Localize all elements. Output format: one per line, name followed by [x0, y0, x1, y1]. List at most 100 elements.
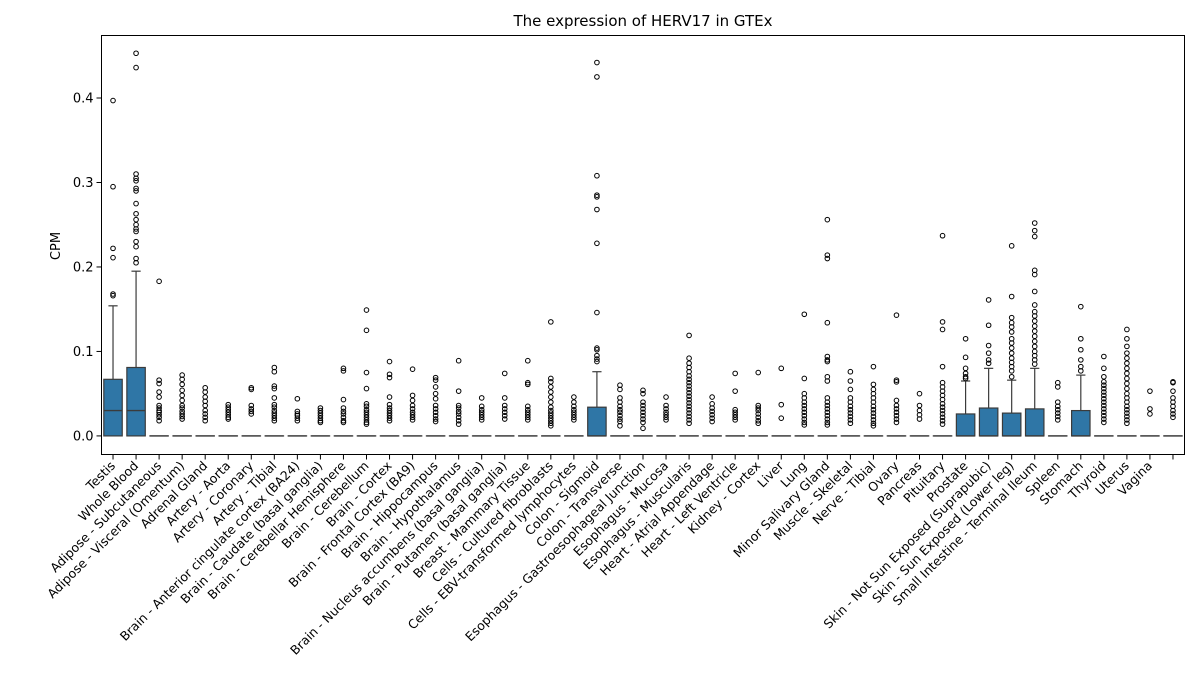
outlier-point	[847, 410, 854, 416]
outlier-point	[1101, 382, 1107, 389]
outlier-point	[640, 402, 646, 409]
outlier-point	[1101, 379, 1107, 385]
box	[1024, 408, 1045, 437]
outlier-point	[962, 373, 969, 380]
outlier-point	[1078, 335, 1084, 342]
outlier-point	[663, 402, 669, 409]
outlier-point	[271, 401, 278, 408]
outlier-point	[594, 346, 600, 353]
outlier-point	[755, 411, 762, 417]
outlier-point	[1054, 406, 1061, 413]
outlier-point	[571, 394, 577, 400]
outlier-point	[432, 412, 439, 419]
outlier-point	[571, 417, 577, 423]
outlier-point	[133, 216, 139, 223]
outlier-point	[686, 413, 692, 420]
outlier-point	[1124, 335, 1130, 342]
outlier-point	[524, 357, 531, 364]
box-group	[241, 384, 262, 437]
outlier-point	[939, 319, 946, 325]
box-group	[541, 319, 561, 437]
outlier-point	[1101, 395, 1107, 402]
box-group	[771, 365, 792, 437]
outlier-point	[156, 278, 162, 285]
box-group	[679, 332, 699, 437]
box-group	[103, 97, 123, 437]
outlier-point	[755, 407, 762, 414]
outlier-point	[524, 381, 531, 388]
outlier-point	[1078, 368, 1084, 374]
outlier-point	[363, 403, 370, 410]
outlier-point	[870, 363, 877, 370]
outlier-point	[1101, 406, 1107, 412]
outlier-point	[824, 255, 831, 262]
box-group	[1117, 326, 1137, 437]
outlier-point	[455, 414, 462, 421]
outlier-point	[1031, 288, 1038, 295]
outlier-point	[133, 210, 139, 217]
outlier-point	[133, 238, 139, 245]
outlier-point	[386, 394, 393, 400]
outlier-point	[893, 402, 900, 409]
outlier-point	[640, 387, 646, 394]
outlier-point	[1031, 338, 1038, 345]
y-tick-label: 0.4	[73, 92, 94, 107]
outlier-point	[1031, 323, 1038, 329]
outlier-point	[271, 404, 278, 410]
outlier-point	[133, 64, 139, 71]
outlier-point	[870, 403, 877, 410]
outlier-point	[870, 410, 877, 416]
outlier-point	[340, 405, 347, 411]
outlier-point	[617, 409, 623, 416]
outlier-point	[1170, 388, 1176, 394]
outlier-point	[1147, 411, 1153, 417]
outlier-point	[686, 332, 692, 339]
box-group	[517, 357, 538, 437]
outlier-point	[133, 177, 139, 184]
outlier-point	[271, 417, 278, 424]
outlier-point	[847, 386, 854, 393]
outlier-point	[548, 389, 554, 395]
outlier-point	[1008, 243, 1015, 249]
outlier-point	[548, 422, 554, 429]
outlier-point	[778, 415, 785, 421]
outlier-point	[524, 417, 531, 423]
outlier-point	[1124, 403, 1130, 410]
outlier-point	[755, 414, 762, 421]
outlier-point	[1124, 343, 1130, 350]
outlier-point	[225, 414, 232, 421]
outlier-point	[340, 408, 347, 415]
outlier-point	[271, 383, 278, 389]
outlier-point	[179, 413, 185, 420]
box-group	[195, 384, 216, 437]
outlier-point	[686, 406, 692, 413]
outlier-point	[686, 379, 692, 386]
outlier-point	[202, 407, 208, 414]
outlier-point	[893, 377, 900, 383]
box-group	[656, 394, 676, 437]
outlier-point	[985, 350, 992, 356]
box-group	[379, 358, 400, 437]
outlier-point	[594, 240, 600, 247]
outlier-point	[271, 368, 278, 375]
outlier-point	[478, 417, 485, 423]
outlier-point	[1031, 318, 1038, 324]
outlier-point	[432, 384, 439, 390]
box-group	[1024, 220, 1045, 437]
outlier-point	[686, 373, 692, 379]
outlier-point	[939, 326, 946, 333]
outlier-point	[432, 390, 439, 397]
outlier-point	[1101, 399, 1107, 405]
box	[587, 406, 607, 437]
outlier-point	[133, 243, 139, 250]
outlier-point	[1031, 302, 1038, 308]
outlier-point	[617, 422, 623, 429]
outlier-point	[686, 383, 692, 389]
outlier-point	[640, 409, 646, 416]
outlier-point	[847, 420, 854, 427]
outlier-point	[594, 74, 600, 80]
outlier-point	[548, 420, 554, 427]
outlier-point	[110, 97, 116, 104]
outlier-point	[1101, 402, 1107, 409]
box-group	[149, 278, 169, 437]
